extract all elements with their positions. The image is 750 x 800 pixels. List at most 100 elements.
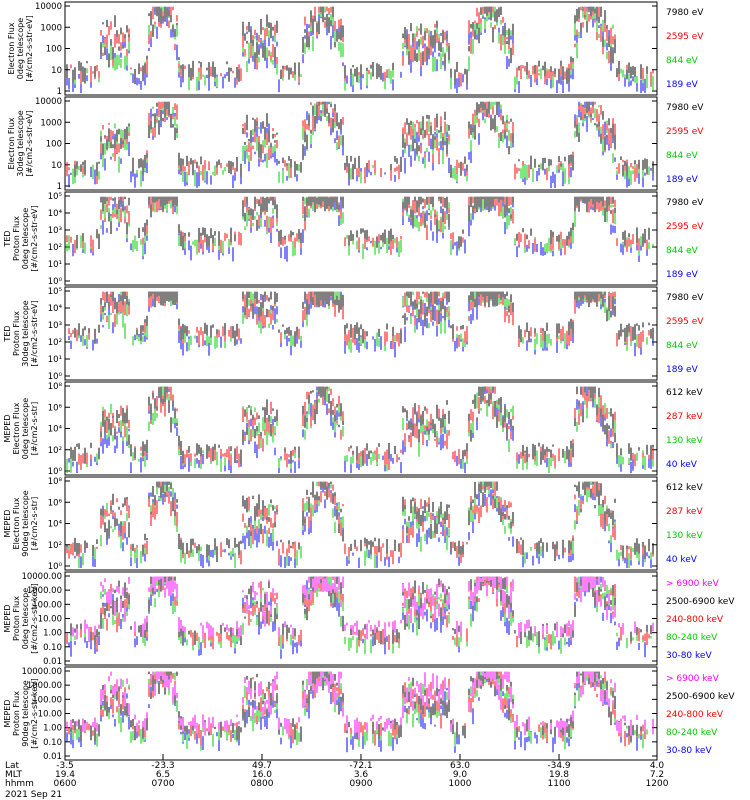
y-tick-label: 10000.00 — [21, 667, 62, 677]
y-axis-label: 90deg telescope — [21, 490, 30, 557]
y-tick-label: 100.00 — [32, 695, 62, 705]
legend-entry: 7980 eV — [666, 198, 704, 208]
legend-entry: 189 eV — [666, 270, 699, 280]
legend-entry: 844 eV — [666, 246, 699, 256]
hhmm-tick-label: 0700 — [152, 779, 175, 789]
y-axis-label: 0deg telescope — [21, 588, 30, 649]
y-axis-label: Proton Flux — [12, 216, 21, 261]
panel-frame — [64, 191, 658, 286]
lat-tick-label: -3.5 — [56, 761, 74, 771]
hhmm-tick-label: 1100 — [548, 779, 571, 789]
y-tick-label: 10⁰ — [48, 372, 63, 382]
y-axis-label: MEPED — [3, 415, 12, 443]
y-tick-label: 1 — [57, 87, 62, 97]
y-axis-label: Electron Flux — [7, 117, 16, 169]
y-axis-label: Electron Flux — [12, 402, 21, 454]
y-axis-label: 90deg telescope — [21, 680, 30, 747]
y-axis-label: Electron Flux — [12, 497, 21, 549]
orbit-row-label: MLT — [5, 770, 23, 780]
legend-entry: 7980 eV — [666, 293, 704, 303]
series-trace — [74, 6, 654, 91]
series-trace — [66, 671, 642, 742]
y-axis-label: [#/cm2-s-str-eV] — [30, 300, 39, 366]
y-tick-label: 100 — [46, 45, 62, 55]
y-axis-label: Electron Flux — [7, 22, 16, 74]
y-tick-label: 10⁵ — [48, 192, 62, 202]
y-tick-label: 10² — [48, 338, 62, 348]
y-tick-label: 10³ — [48, 321, 62, 331]
y-tick-label: 10² — [48, 541, 62, 551]
y-axis-label: 30deg telescope — [16, 110, 25, 177]
panel-2: 10000 1000 100 10 1 Electron Flux 30deg telesc… — [7, 96, 704, 192]
mlt-tick-label: 16.0 — [252, 770, 272, 780]
y-tick-label: 1000.00 — [27, 681, 62, 691]
y-tick-label: 10¹ — [48, 355, 62, 365]
legend-entry: 80-240 keV — [666, 633, 718, 643]
legend-entry: > 6900 keV — [666, 674, 720, 684]
y-axis-label: Proton Flux — [12, 311, 21, 356]
y-axis-label: TED — [3, 325, 12, 342]
legend-entry: 287 keV — [666, 412, 703, 422]
y-tick-label: 10000 — [35, 97, 62, 107]
legend-entry: 2500-6900 keV — [666, 597, 735, 607]
y-tick-label: 1.00 — [43, 629, 62, 639]
series-trace — [66, 481, 654, 562]
y-tick-label: 0.01 — [43, 657, 62, 667]
legend-entry: 7980 eV — [666, 8, 704, 18]
series-trace — [66, 6, 648, 85]
y-tick-label: 1000 — [40, 23, 62, 33]
legend-entry: 2595 eV — [666, 127, 704, 137]
y-axis-label: 0deg telescope — [16, 18, 25, 79]
lat-tick-label: -34.9 — [547, 761, 571, 771]
y-axis-label: Proton Flux — [12, 596, 21, 641]
y-tick-label: 10.00 — [38, 615, 62, 625]
y-tick-label: 10² — [48, 243, 62, 253]
panel-7: 10000.00 1000.00 100.00 10.00 1.00 0.10 0.01 ME… — [3, 571, 735, 667]
mlt-tick-label: 3.6 — [354, 770, 369, 780]
legend-entry: 130 keV — [666, 531, 703, 541]
legend-entry: 30-80 keV — [666, 651, 712, 661]
series-trace — [66, 671, 654, 739]
y-tick-label: 10⁰ — [48, 277, 63, 287]
legend-entry: 287 keV — [666, 507, 703, 517]
legend-entry: 844 eV — [666, 341, 699, 351]
legend-entry: 612 keV — [666, 388, 703, 398]
legend-entry: 2500-6900 keV — [666, 692, 735, 702]
y-tick-label: 10⁸ — [48, 382, 63, 392]
y-tick-label: 100.00 — [32, 600, 62, 610]
lat-tick-label: -23.3 — [151, 761, 174, 771]
mlt-tick-label: 7.2 — [650, 770, 664, 780]
legend-entry: 40 keV — [666, 460, 698, 470]
series-trace — [68, 386, 652, 473]
date-label: 2021 Sep 21 — [5, 790, 62, 800]
legend-entry: 240-800 keV — [666, 615, 724, 625]
y-axis-label: [#/cm2-s-str-keV] — [30, 678, 39, 749]
panel-4: 10⁵ 10⁴ 10³ 10² 10¹ 10⁰ TED Proton Flux 30deg te… — [3, 286, 704, 382]
series-trace — [70, 576, 652, 655]
orbit-row-label: hhmm — [5, 779, 34, 789]
y-tick-label: 10¹ — [48, 260, 62, 270]
y-axis-label: TED — [3, 230, 12, 247]
panel-6: 10⁸ 10⁶ 10⁴ 10² 10⁰ MEPED Electron Flux 90deg t… — [3, 476, 703, 572]
panel-3: 10⁵ 10⁴ 10³ 10² 10¹ 10⁰ TED Proton Flux 0deg tel… — [3, 191, 704, 287]
legend-entry: 40 keV — [666, 555, 698, 565]
legend-entry: 2595 eV — [666, 317, 704, 327]
y-tick-label: 10 — [51, 161, 62, 171]
legend-entry: 844 eV — [666, 56, 699, 66]
legend-entry: 80-240 keV — [666, 728, 718, 738]
lat-tick-label: -72.1 — [349, 761, 372, 771]
series-trace — [74, 101, 654, 180]
lat-tick-label: 4.0 — [650, 761, 665, 771]
y-axis-label: MEPED — [3, 700, 12, 728]
y-tick-label: 0.10 — [43, 738, 62, 748]
series-trace — [76, 196, 650, 251]
legend-entry: 30-80 keV — [666, 746, 712, 756]
y-tick-label: 10³ — [48, 226, 62, 236]
y-tick-label: 10.00 — [38, 710, 62, 720]
y-tick-label: 10⁴ — [48, 304, 63, 314]
panel-frame — [64, 476, 658, 571]
series-trace — [66, 6, 646, 93]
y-axis-label: MEPED — [3, 510, 12, 538]
legend-entry: 189 eV — [666, 175, 699, 185]
